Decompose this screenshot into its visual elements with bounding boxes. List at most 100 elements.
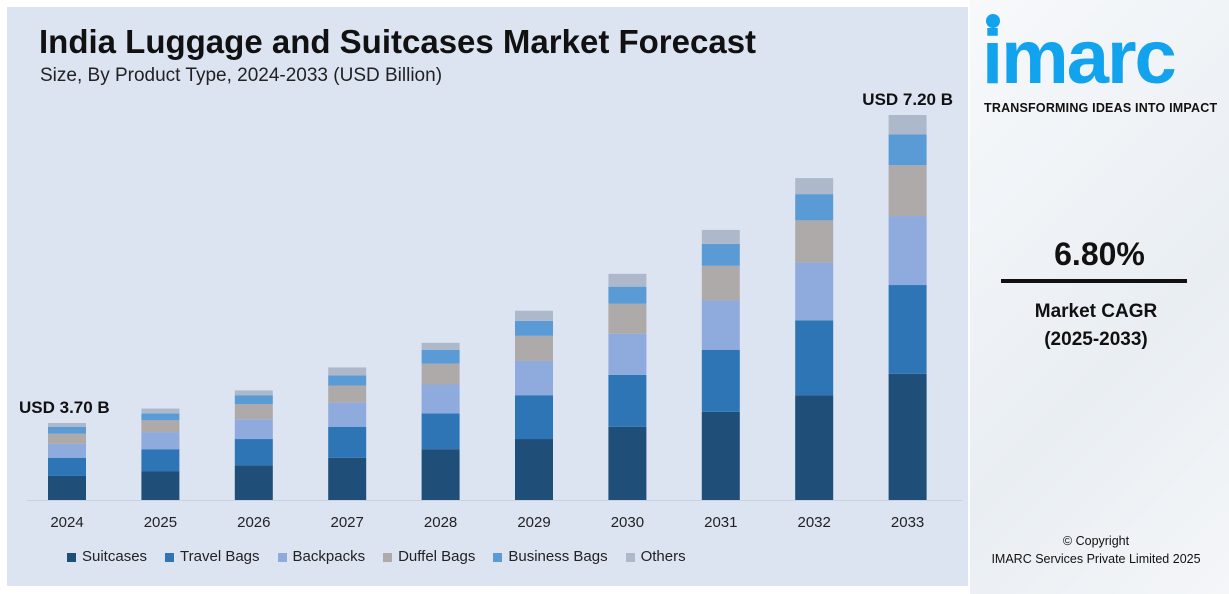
bar-segment-duffel-bags-2025: [141, 420, 180, 433]
legend: Suitcases Travel Bags Backpacks Duffel Bags…: [67, 548, 686, 566]
bar-segment-travel-bags-2024: [48, 457, 86, 476]
bar-segment-business-bags-2026: [234, 395, 273, 405]
bar-segment-others-2028: [421, 342, 460, 350]
copyright-line: © Copyright: [1062, 534, 1130, 548]
legend-swatch: [277, 552, 287, 562]
bar-segment-backpacks-2025: [141, 432, 180, 450]
bar-segment-suitcases-2030: [608, 426, 647, 500]
bar-segment-others-2025: [141, 408, 180, 414]
bar-segment-travel-bags-2033: [888, 285, 927, 374]
bar-segment-duffel-bags-2028: [421, 363, 460, 385]
bar-segment-travel-bags-2029: [515, 395, 553, 440]
bar-segment-business-bags-2029: [515, 320, 553, 336]
imarc-logo: imarc: [982, 15, 1177, 100]
x-tick-label: 2032: [798, 514, 831, 531]
bar-segment-others-2032: [795, 178, 834, 195]
bar-segment-business-bags-2030: [608, 286, 647, 304]
brand-panel: imarc TRANSFORMING IDEAS INTO IMPACT 6.8…: [970, 0, 1229, 594]
x-tick-label: 2025: [144, 514, 177, 531]
bar-segment-backpacks-2026: [234, 419, 273, 440]
chart-panel: 2024 2025 2026 2027 2028 2029 2030 2031 2032 2033…: [7, 7, 968, 586]
bar-segment-others-2026: [234, 390, 273, 396]
bar-segment-backpacks-2033: [888, 216, 927, 286]
x-tick-label: 2026: [237, 514, 270, 531]
bar-segment-suitcases-2026: [234, 465, 273, 500]
bar-segment-suitcases-2031: [701, 411, 740, 500]
legend-item: Travel Bags: [165, 548, 260, 566]
cagr-label: Market CAGR (2025-2033): [970, 298, 1222, 354]
x-tick-label: 2031: [704, 514, 737, 531]
legend-label: Business Bags: [508, 548, 608, 565]
copyright: © Copyright IMARC Services Private Limit…: [970, 532, 1222, 568]
bar-segment-backpacks-2024: [48, 443, 86, 458]
bar-segment-travel-bags-2028: [421, 413, 460, 450]
bar-segment-duffel-bags-2032: [795, 220, 834, 263]
bar-segment-duffel-bags-2030: [608, 303, 647, 334]
bar-segment-backpacks-2030: [608, 333, 647, 375]
legend-swatch: [67, 552, 76, 562]
bar-segment-suitcases-2027: [328, 457, 367, 500]
stacked-bar-chart: 2024 2025 2026 2027 2028 2029 2030 2031 2032 2033…: [19, 90, 962, 531]
bar-segment-duffel-bags-2026: [234, 404, 273, 420]
brand-tagline: TRANSFORMING IDEAS INTO IMPACT: [984, 101, 1218, 115]
x-tick-label: 2029: [517, 514, 550, 531]
bar-segment-backpacks-2029: [515, 360, 553, 396]
annotation-start: USD 3.70 B: [19, 398, 110, 417]
bar-segment-suitcases-2024: [48, 475, 86, 500]
bar-segment-suitcases-2029: [515, 439, 553, 500]
bar-segment-business-bags-2031: [701, 243, 740, 266]
x-tick-label: 2030: [611, 514, 644, 531]
cagr-label-period: (2025-2033): [1044, 329, 1148, 350]
legend-item: Business Bags: [493, 548, 608, 566]
bar-segment-backpacks-2032: [795, 262, 834, 321]
logo-dot: [986, 14, 1000, 28]
legend-item: Duffel Bags: [383, 548, 475, 566]
bar-segment-backpacks-2031: [701, 300, 740, 350]
bar-segment-suitcases-2033: [888, 373, 927, 500]
bar-segment-business-bags-2027: [328, 375, 367, 386]
bar-segment-suitcases-2028: [421, 449, 460, 500]
bar-segment-others-2024: [48, 423, 86, 427]
x-tick-label: 2024: [50, 514, 83, 531]
bar-segment-business-bags-2028: [421, 349, 460, 364]
bar-segment-travel-bags-2032: [795, 320, 834, 396]
legend-swatch: [165, 552, 175, 562]
x-tick-label: 2027: [331, 514, 364, 531]
bar-segment-travel-bags-2031: [701, 349, 740, 412]
bar-segment-travel-bags-2027: [328, 426, 367, 458]
bar-segment-business-bags-2033: [888, 134, 927, 166]
legend-swatch: [493, 552, 503, 562]
bar-segment-duffel-bags-2027: [328, 385, 367, 403]
legend-swatch: [625, 552, 635, 562]
legend-item: Others: [625, 548, 686, 566]
bar-segment-duffel-bags-2031: [701, 265, 740, 301]
legend-label: Others: [640, 548, 686, 565]
bar-segment-suitcases-2025: [141, 471, 180, 500]
bar-segment-backpacks-2028: [421, 384, 460, 414]
annotation-end: USD 7.20 B: [862, 90, 953, 109]
legend-item: Suitcases: [67, 548, 147, 566]
bar-segment-others-2029: [515, 310, 553, 321]
bar-segment-duffel-bags-2033: [888, 165, 927, 217]
cagr-divider: [1001, 279, 1187, 283]
bar-segment-duffel-bags-2024: [48, 433, 86, 444]
bar-segment-duffel-bags-2029: [515, 335, 553, 361]
bar-segment-others-2033: [888, 115, 927, 135]
legend-label: Suitcases: [82, 548, 148, 565]
legend-label: Backpacks: [292, 548, 366, 565]
bar-segment-others-2027: [328, 367, 367, 376]
x-tick-label: 2028: [424, 514, 457, 531]
bar-segment-others-2030: [608, 273, 647, 287]
bar-segment-others-2031: [701, 229, 740, 244]
legend-label: Duffel Bags: [398, 548, 476, 565]
bar-segment-business-bags-2032: [795, 194, 834, 221]
legend-swatch: [383, 552, 393, 562]
legend-item: Backpacks: [277, 548, 366, 566]
bar-segment-suitcases-2032: [795, 395, 834, 500]
chart-title: India Luggage and Suitcases Market Forec…: [39, 23, 757, 60]
bar-segment-travel-bags-2025: [141, 449, 180, 472]
chart-subtitle: Size, By Product Type, 2024-2033 (USD Bi…: [40, 65, 443, 86]
cagr-label-title: Market CAGR: [1034, 301, 1158, 322]
bar-segment-travel-bags-2030: [608, 374, 647, 427]
cagr-value: 6.80%: [1054, 236, 1145, 272]
